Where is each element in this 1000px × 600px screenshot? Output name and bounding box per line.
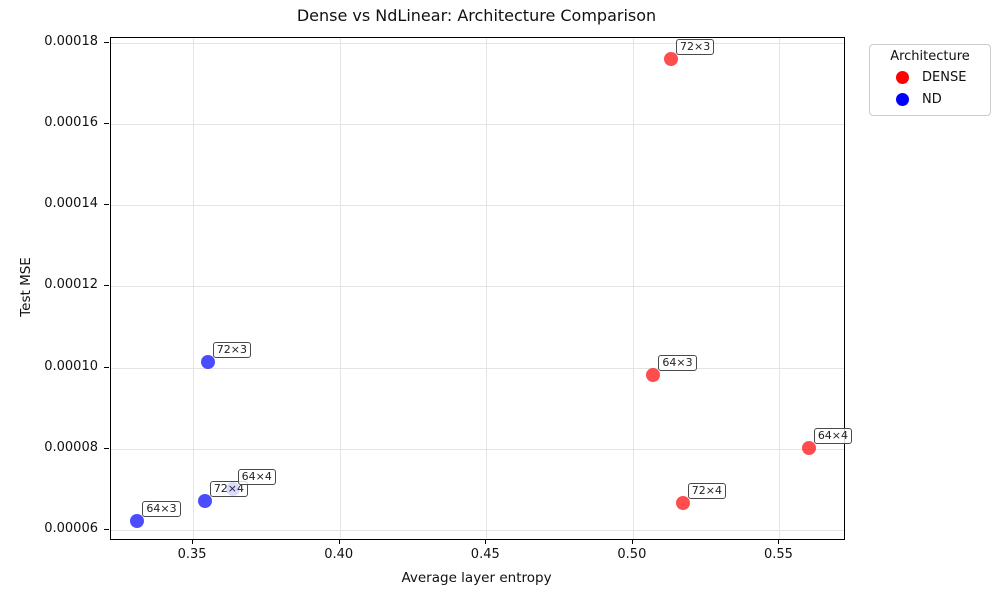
y-gridline bbox=[111, 205, 844, 207]
y-tick-label: 0.00014 bbox=[44, 196, 98, 212]
data-point-dense bbox=[664, 52, 678, 67]
x-gridline bbox=[632, 38, 634, 539]
y-gridline bbox=[111, 124, 844, 126]
x-axis-label: Average layer entropy bbox=[401, 570, 552, 586]
legend-marker-icon bbox=[896, 92, 909, 106]
y-gridline bbox=[111, 367, 844, 369]
legend-rows: DENSE ND bbox=[870, 66, 990, 110]
point-annotation: 64×4 bbox=[237, 469, 276, 486]
y-tick-mark bbox=[104, 204, 109, 206]
legend-item-label: DENSE bbox=[922, 69, 967, 85]
y-tick-label: 0.00008 bbox=[44, 439, 98, 455]
y-tick-label: 0.00010 bbox=[44, 358, 98, 374]
point-annotation: 72×4 bbox=[687, 482, 726, 499]
y-tick-mark bbox=[104, 447, 109, 449]
y-tick-mark bbox=[104, 529, 109, 531]
y-tick-mark bbox=[104, 41, 109, 43]
point-annotation: 72×3 bbox=[212, 341, 251, 358]
legend-item: DENSE bbox=[870, 66, 990, 88]
legend-marker-icon bbox=[896, 70, 909, 84]
data-point-dense bbox=[801, 440, 816, 455]
x-gridline bbox=[779, 38, 781, 539]
data-point-dense bbox=[646, 367, 661, 382]
data-point-dense bbox=[675, 495, 690, 510]
x-gridline bbox=[193, 38, 195, 539]
x-tick-label: 0.55 bbox=[764, 547, 793, 562]
x-gridline bbox=[339, 38, 341, 539]
y-gridline bbox=[111, 530, 844, 532]
data-point-nd bbox=[197, 493, 212, 508]
legend-item-label: ND bbox=[922, 91, 942, 107]
y-tick-label: 0.00006 bbox=[44, 521, 98, 537]
x-tick-mark bbox=[338, 539, 340, 544]
data-point-nd bbox=[200, 354, 215, 369]
y-axis-label: Test MSE bbox=[18, 257, 34, 317]
x-tick-mark bbox=[631, 539, 633, 544]
point-annotation: 72×4 bbox=[209, 480, 249, 497]
y-gridline bbox=[111, 286, 844, 288]
chart-title: Dense vs NdLinear: Architecture Comparis… bbox=[296, 6, 657, 25]
legend-title: Architecture bbox=[890, 49, 970, 64]
point-annotation: 64×3 bbox=[658, 354, 697, 371]
x-gridline bbox=[486, 38, 488, 539]
y-gridline bbox=[111, 448, 844, 450]
plot-area: 72×3 64×3 64×4 72×4 72×3 72×4 64×4 64×3 bbox=[110, 37, 853, 540]
legend: Architecture DENSE ND bbox=[869, 44, 991, 116]
point-annotation: 72×3 bbox=[676, 39, 715, 56]
data-point-nd bbox=[130, 513, 145, 528]
y-tick-mark bbox=[104, 366, 109, 368]
x-tick-label: 0.45 bbox=[470, 547, 500, 562]
x-tick-label: 0.40 bbox=[324, 547, 354, 562]
point-annotation: 64×3 bbox=[142, 500, 181, 517]
y-tick-label: 0.00016 bbox=[44, 115, 98, 131]
x-tick-label: 0.50 bbox=[617, 547, 647, 562]
x-tick-mark bbox=[192, 539, 194, 544]
x-tick-label: 0.35 bbox=[177, 547, 207, 562]
x-tick-mark bbox=[485, 539, 487, 544]
legend-item: ND bbox=[870, 88, 990, 110]
y-gridline bbox=[111, 42, 844, 44]
y-tick-mark bbox=[104, 123, 109, 125]
y-tick-mark bbox=[104, 285, 109, 287]
y-tick-label: 0.00018 bbox=[44, 33, 98, 49]
point-annotation: 64×4 bbox=[813, 427, 853, 444]
y-tick-label: 0.00012 bbox=[44, 277, 98, 293]
x-tick-mark bbox=[778, 539, 780, 544]
